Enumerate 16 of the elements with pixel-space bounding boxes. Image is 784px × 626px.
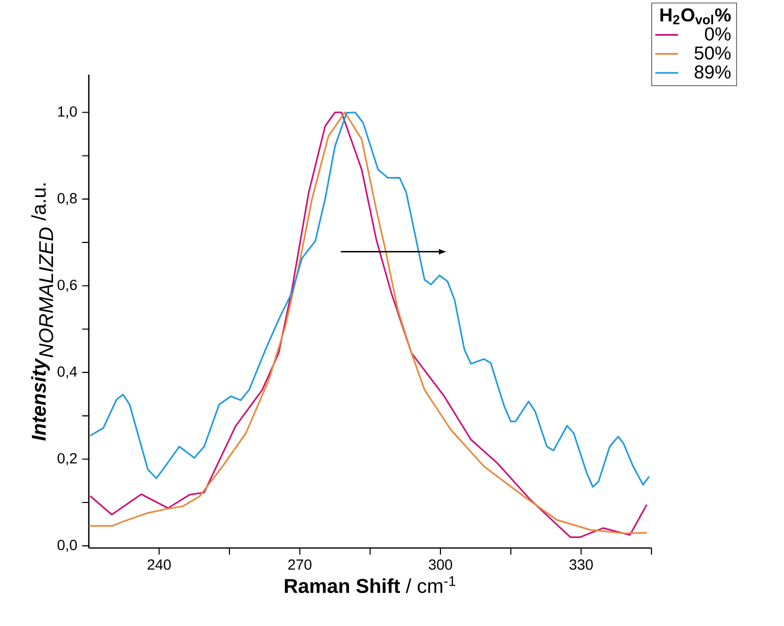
x-tick-label: 240 — [148, 559, 171, 570]
x-tick-label: 270 — [288, 559, 312, 570]
y-axis-title: $\textbf{\textit{Intensity}}_{\textit{NORMALIZED}}\ \textrm{/a.u.}$ — [31, 184, 54, 441]
y-tick-label: 0,2 — [58, 453, 77, 466]
x-tick-label: 330 — [569, 559, 593, 570]
y-tick-label: 0,8 — [58, 193, 77, 206]
y-tick-label: 1,0 — [58, 106, 77, 118]
legend-label: 89% — [694, 65, 731, 79]
legend-label: 50% — [694, 46, 731, 60]
x-axis-title: Raman Shift / cm$^{-1}$ — [284, 576, 456, 594]
legend-label: 0% — [705, 27, 731, 41]
y-tick-label: 0,4 — [58, 366, 77, 379]
y-tick-label: 0,0 — [58, 540, 77, 552]
y-tick-label: 0,6 — [58, 280, 77, 292]
legend-title: H$_{2}$O$_{vol}$% — [660, 8, 731, 24]
x-tick-label: 300 — [428, 559, 452, 570]
